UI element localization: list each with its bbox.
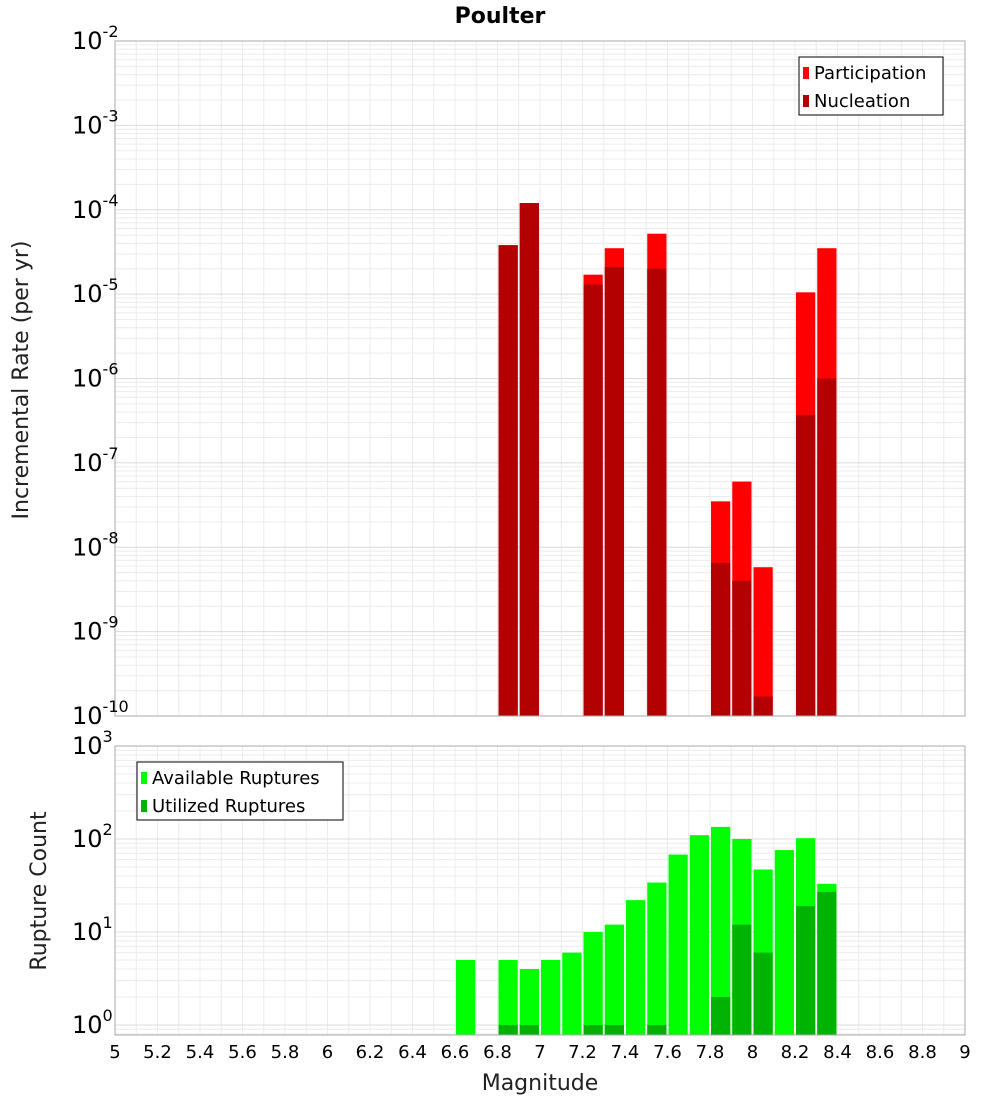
top-legend: Participation Nucleation — [798, 56, 944, 116]
top-y-tick-label: 10-3 — [72, 106, 119, 139]
top-legend-swatch — [803, 67, 809, 79]
bottom-bar — [711, 996, 731, 1035]
top-legend-swatch — [803, 95, 809, 107]
bottom-legend-swatch — [141, 800, 147, 812]
bottom-bar — [541, 959, 561, 1035]
top-legend-label: Nucleation — [814, 91, 910, 112]
top-series-2 — [498, 203, 837, 717]
bottom-bar — [498, 1024, 518, 1035]
top-bar — [817, 378, 837, 716]
top-bar — [583, 284, 603, 716]
bottom-x-tick-labels: 5 5.2 5.4 5.6 5.8 6 6.2 6.4 6.6 6.8 7 7.2 7.4 7.6 7.8 8… — [109, 1042, 970, 1063]
bottom-x-tick-label: 6.4 — [398, 1042, 427, 1063]
top-y-tick-label: 10-5 — [72, 275, 119, 308]
top-legend-box — [798, 56, 944, 116]
bottom-bar — [647, 882, 667, 1035]
bottom-y-tick-label: 100 — [72, 1006, 113, 1039]
top-legend-label: Participation — [814, 63, 926, 84]
chart-title: Poulter — [455, 4, 546, 29]
bottom-bar — [519, 968, 539, 1035]
top-y-tick-label: 10-9 — [72, 613, 119, 646]
top-bar — [753, 696, 773, 716]
bottom-bar — [817, 891, 837, 1035]
top-bar — [753, 567, 773, 716]
bottom-bar — [668, 854, 688, 1035]
top-y-tick-label: 10-8 — [72, 528, 119, 561]
top-y-axis-label: Incremental Rate (per yr) — [9, 241, 34, 520]
bottom-x-tick-label: 8.6 — [866, 1042, 895, 1063]
bottom-series-2 — [498, 891, 837, 1035]
bottom-x-tick-label: 5.2 — [143, 1042, 172, 1063]
bottom-x-tick-label: 6.2 — [356, 1042, 385, 1063]
bottom-x-tick-label: 6.8 — [483, 1042, 512, 1063]
bottom-y-axis-label: Rupture Count — [27, 811, 52, 971]
top-bar — [711, 563, 731, 716]
bottom-bar — [498, 959, 518, 1035]
bottom-x-tick-label: 7 — [534, 1042, 545, 1063]
bottom-x-tick-label: 5 — [109, 1042, 120, 1063]
bottom-y-tick-label: 101 — [72, 913, 113, 946]
bottom-legend-box — [136, 761, 344, 821]
top-bar — [732, 580, 752, 716]
bottom-bar — [456, 959, 476, 1035]
bottom-bar — [796, 906, 816, 1035]
bottom-bar — [583, 931, 603, 1035]
bottom-x-tick-label: 8 — [747, 1042, 758, 1063]
top-y-tick-label: 10-2 — [72, 22, 119, 55]
bottom-x-tick-label: 8.8 — [908, 1042, 937, 1063]
top-bar — [604, 266, 624, 716]
bottom-bar — [562, 952, 582, 1035]
bottom-x-tick-label: 6 — [322, 1042, 333, 1063]
bottom-plot-border — [114, 745, 966, 1036]
bottom-x-tick-label: 7.6 — [653, 1042, 682, 1063]
top-y-tick-label: 10-4 — [72, 191, 119, 224]
top-bar — [647, 268, 667, 716]
top-y-tick-label: 10-7 — [72, 444, 119, 477]
bottom-y-tick-label: 103 — [72, 727, 113, 760]
bottom-bar — [519, 1024, 539, 1035]
bottom-bar — [753, 952, 773, 1035]
top-grid — [114, 40, 966, 717]
bottom-x-tick-label: 7.4 — [611, 1042, 640, 1063]
top-panel: 10-10 10-9 10-8 10-7 10-6 10-5 10-4 10-3 10-2 Par… — [72, 22, 966, 730]
bottom-bar — [732, 924, 752, 1035]
top-bar — [796, 414, 816, 716]
bottom-bar — [626, 900, 646, 1035]
bottom-x-tick-label: 7.2 — [568, 1042, 597, 1063]
bottom-panel: 100 101 102 103 5 5.2 5.4 5.6 5.8 6 6.2 6.4 6.6 6.8 7 7… — [72, 727, 971, 1063]
bottom-x-tick-label: 9 — [959, 1042, 970, 1063]
bottom-y-tick-labels: 100 101 102 103 — [72, 727, 113, 1039]
bottom-x-tick-label: 6.6 — [441, 1042, 470, 1063]
bottom-legend-swatch — [141, 772, 147, 784]
bottom-y-tick-label: 102 — [72, 820, 113, 853]
bottom-bar — [689, 835, 709, 1035]
bottom-bar — [604, 1024, 624, 1035]
top-bar — [519, 203, 539, 716]
top-y-tick-label: 10-6 — [72, 360, 119, 393]
bottom-legend-label: Utilized Ruptures — [152, 796, 305, 817]
bottom-x-tick-label: 8.2 — [781, 1042, 810, 1063]
top-plot-border — [114, 40, 966, 717]
bottom-bar — [647, 1024, 667, 1035]
bottom-legend-label: Available Ruptures — [152, 768, 320, 789]
bottom-x-tick-label: 7.8 — [696, 1042, 725, 1063]
bottom-bar — [604, 924, 624, 1035]
bottom-bar — [711, 826, 731, 1035]
bottom-bar — [774, 850, 794, 1035]
bottom-x-tick-label: 5.6 — [228, 1042, 257, 1063]
bottom-legend: Available Ruptures Utilized Ruptures — [136, 761, 344, 821]
top-bar — [498, 245, 518, 717]
bottom-x-tick-label: 5.4 — [186, 1042, 215, 1063]
bottom-x-tick-label: 5.8 — [271, 1042, 300, 1063]
x-axis-label: Magnitude — [482, 1071, 599, 1096]
bottom-x-tick-label: 8.4 — [823, 1042, 852, 1063]
top-y-tick-labels: 10-10 10-9 10-8 10-7 10-6 10-5 10-4 10-3 10-2 — [72, 22, 129, 730]
top-y-tick-label: 10-10 — [72, 697, 129, 730]
bottom-bar — [583, 1024, 603, 1035]
